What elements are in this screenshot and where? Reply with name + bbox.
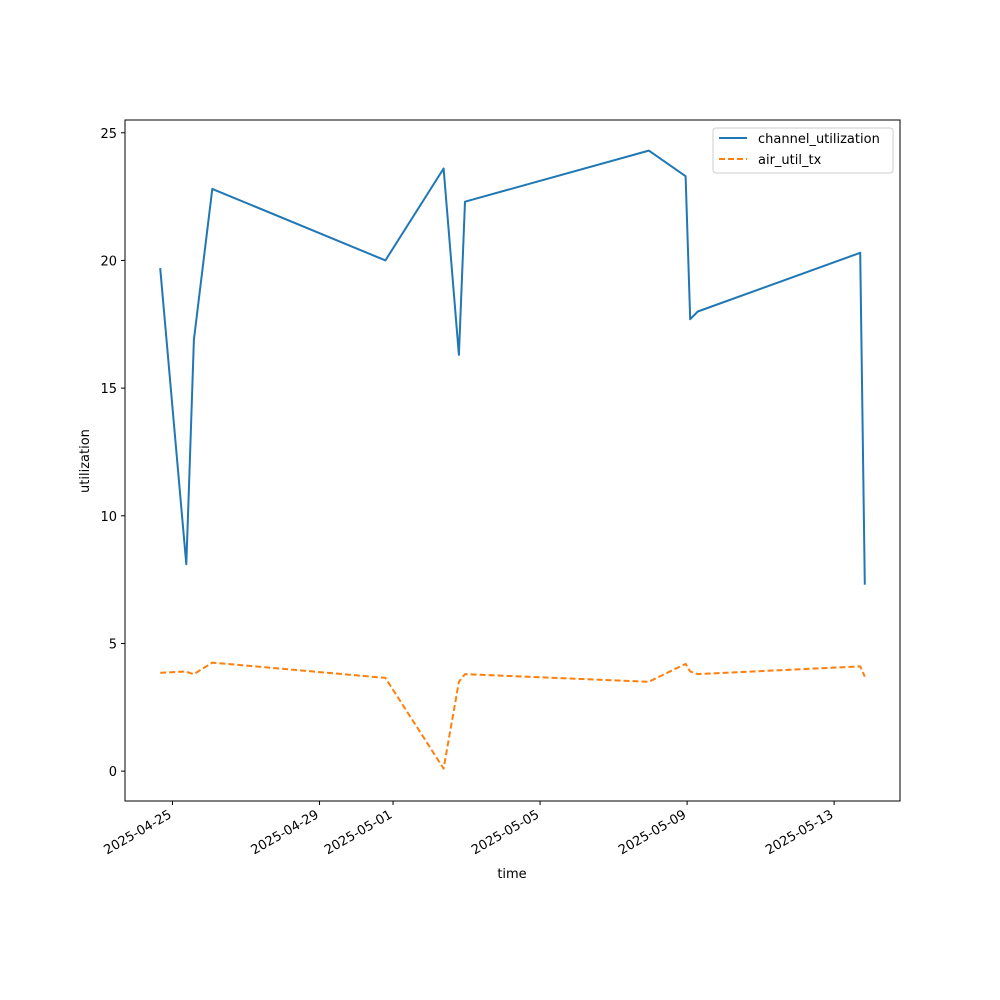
y-tick-label: 20: [100, 254, 117, 269]
y-tick-label: 25: [100, 127, 117, 142]
x-tick-label: 2025-05-09: [616, 807, 689, 858]
x-tick-label: 2025-05-13: [763, 807, 836, 858]
y-tick-label: 0: [109, 765, 117, 780]
series-layer: [159, 149, 866, 770]
legend-label-air-util-tx: air_util_tx: [758, 153, 822, 168]
x-axis-label: time: [497, 867, 526, 882]
x-tick-label: 2025-04-29: [249, 807, 322, 858]
x-axis: 2025-04-25 2025-04-29 2025-05-01 2025-05-05…: [102, 801, 836, 858]
series-line-channel-utilization: [159, 149, 866, 585]
x-tick-label: 2025-05-05: [469, 807, 542, 858]
legend-label-channel-utilization: channel_utilization: [758, 132, 880, 147]
series-line-air-util-tx: [160, 661, 866, 770]
y-tick-label: 5: [109, 637, 117, 652]
legend-box: [712, 127, 894, 174]
x-tick-label: 2025-05-01: [322, 807, 395, 858]
x-tick-label: 2025-04-25: [102, 807, 175, 858]
plot-area-frame: [124, 119, 901, 802]
y-tick-label: 15: [100, 382, 117, 397]
legend: channel_utilization air_util_tx: [712, 127, 894, 174]
y-axis-label: utilization: [78, 429, 93, 493]
y-tick-label: 10: [100, 510, 117, 525]
y-axis: 0 5 10 15 20 25: [100, 127, 125, 780]
